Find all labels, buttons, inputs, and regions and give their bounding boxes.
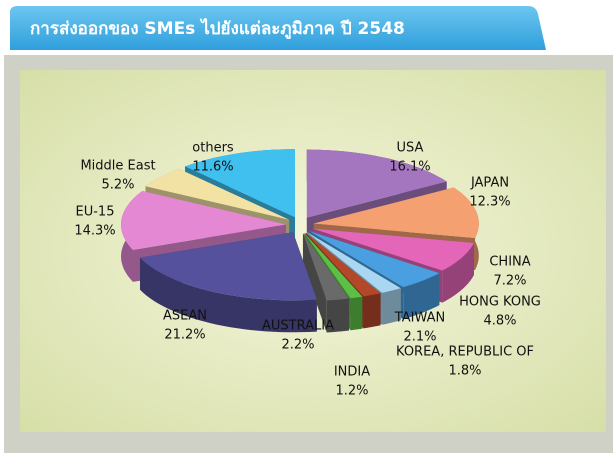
- slice-label: ASEAN: [163, 309, 207, 324]
- slice: [185, 149, 296, 218]
- value-label: 11.6%: [192, 160, 233, 175]
- pie: [121, 149, 479, 333]
- value-label: 4.8%: [483, 314, 516, 329]
- slice: [305, 232, 381, 297]
- slice-label: JAPAN: [470, 176, 509, 191]
- slice-wall: [302, 233, 327, 333]
- slice-label: Middle East: [80, 159, 155, 174]
- value-label: 5.2%: [101, 178, 134, 193]
- value-label: 12.3%: [469, 195, 510, 210]
- value-label: 16.1%: [389, 160, 430, 175]
- chart-title: การส่งออกของ SMEs ไปยังแต่ละภูมิภาค ปี 2…: [30, 18, 405, 40]
- value-label: 14.3%: [74, 224, 115, 239]
- slice: [139, 232, 317, 301]
- slice: [309, 231, 440, 288]
- value-label: 2.2%: [281, 338, 314, 353]
- slice: [121, 190, 287, 250]
- slice-label: AUSTRALIA: [262, 319, 334, 334]
- slice: [306, 149, 447, 218]
- slice: [302, 233, 350, 301]
- labels: USA 16.1% JAPAN 12.3% CHINA 7.2% HONG KONG 4.8%…: [74, 141, 541, 399]
- slice-label: CHINA: [489, 255, 530, 270]
- value-label: 1.8%: [448, 364, 481, 379]
- slice-label: USA: [397, 141, 424, 156]
- slice-side: [139, 257, 317, 333]
- value-label: 2.1%: [403, 330, 436, 345]
- value-label: 21.2%: [164, 328, 205, 343]
- slice-label: INDIA: [334, 365, 370, 380]
- slice: [313, 187, 479, 238]
- value-label: 1.2%: [335, 384, 368, 399]
- slice-label: HONG KONG: [459, 295, 541, 310]
- slice: [304, 232, 363, 299]
- slice-label: others: [192, 141, 234, 156]
- slice-label: EU-15: [76, 205, 115, 220]
- slice-label: KOREA, REPUBLIC OF: [396, 345, 534, 360]
- title-tab: [10, 6, 546, 50]
- slice-label: TAIWAN: [394, 311, 445, 326]
- slice: [145, 169, 290, 220]
- slice: [307, 232, 401, 293]
- value-label: 7.2%: [493, 274, 526, 289]
- slice: [312, 228, 474, 271]
